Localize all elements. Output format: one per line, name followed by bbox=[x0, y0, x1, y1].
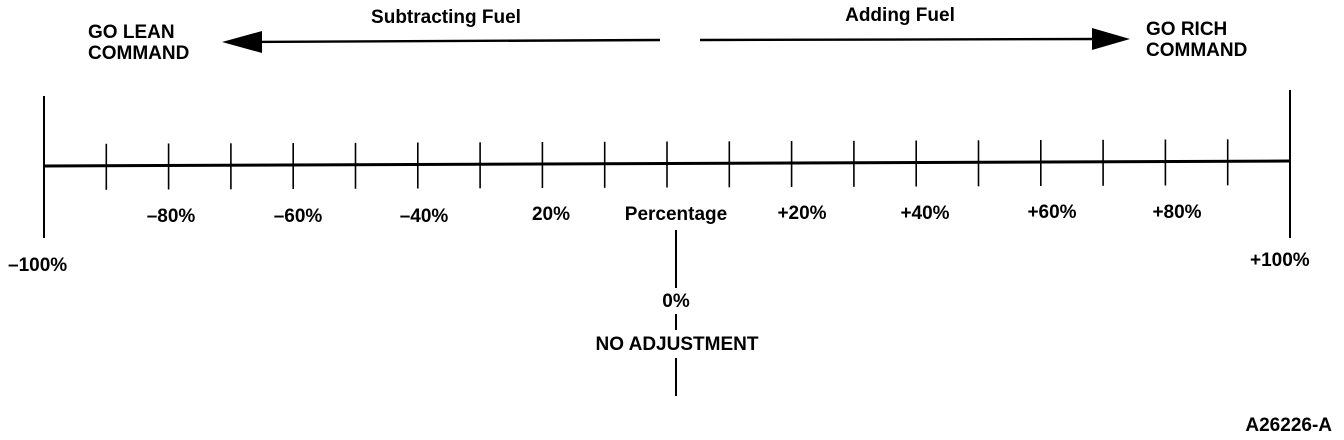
go-lean-label-line2: COMMAND bbox=[88, 43, 189, 64]
tick-label-minus-20: 20% bbox=[532, 204, 570, 225]
tick-label-plus-80: +80% bbox=[1152, 202, 1201, 223]
go-lean-label-line1: GO LEAN bbox=[88, 22, 175, 43]
adding-fuel-arrow-head bbox=[1092, 28, 1130, 50]
adding-fuel-arrow-line bbox=[699, 37, 1103, 42]
no-adjustment-label: NO ADJUSTMENT bbox=[596, 334, 759, 355]
adding-fuel-label: Adding Fuel bbox=[845, 5, 955, 26]
subtracting-fuel-arrow-line bbox=[249, 38, 661, 44]
tick-label-plus-60: +60% bbox=[1027, 202, 1076, 223]
figure-id-label: A26226-A bbox=[1245, 415, 1332, 436]
scale-ticks bbox=[105, 139, 1229, 190]
tick-label-minus-80: –80% bbox=[147, 206, 196, 227]
subtracting-fuel-label: Subtracting Fuel bbox=[371, 7, 521, 28]
min-value-label: –100% bbox=[8, 255, 67, 276]
tick-label-minus-40: –40% bbox=[400, 206, 449, 227]
tick-label-minus-60: –60% bbox=[274, 206, 323, 227]
tick-label-plus-40: +40% bbox=[900, 203, 949, 224]
zero-percent-label: 0% bbox=[662, 291, 690, 312]
percentage-label: Percentage bbox=[625, 204, 727, 225]
tick-label-plus-20: +20% bbox=[777, 203, 826, 224]
max-value-label: +100% bbox=[1250, 250, 1310, 271]
go-rich-label-line2: COMMAND bbox=[1146, 40, 1247, 61]
go-rich-label-line1: GO RICH bbox=[1146, 19, 1227, 40]
subtracting-fuel-arrow-head bbox=[222, 31, 262, 53]
